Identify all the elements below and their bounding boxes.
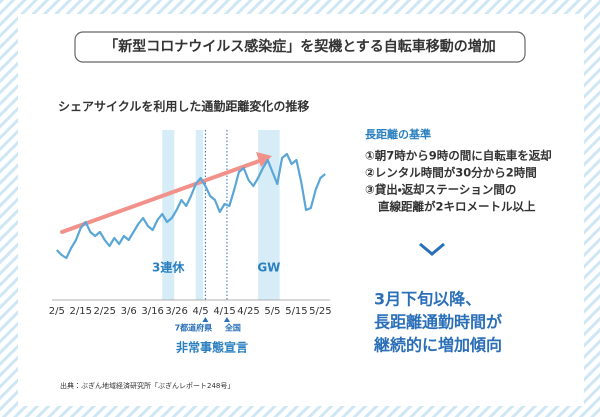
x-tick-label: 2/5 bbox=[49, 306, 65, 317]
x-tick-label: 5/5 bbox=[264, 306, 280, 317]
band bbox=[162, 130, 175, 300]
source: 出典：ぶぎん地域経済研究所「ぶぎんレポート248号」 bbox=[60, 381, 234, 390]
title: 「新型コロナウイルス感染症」を契機とする自転車移動の増加 bbox=[104, 38, 496, 55]
panel-heading: 長距離の基準 bbox=[365, 127, 431, 141]
event-label: 全国 bbox=[224, 323, 241, 333]
conclusion-line: 継続的に増加傾向 bbox=[373, 336, 502, 355]
x-tick-label: 4/25 bbox=[237, 306, 259, 317]
criteria-item: ①朝7時から9時の間に自転車を返却 bbox=[365, 149, 552, 163]
trend-arrow-head bbox=[256, 152, 272, 167]
band bbox=[195, 130, 203, 300]
x-tick-label: 3/6 bbox=[121, 306, 137, 317]
data-line bbox=[55, 152, 326, 260]
band-label: GW bbox=[257, 261, 280, 275]
trend-arrow bbox=[60, 158, 264, 234]
conclusion-line: 3月下旬以降、 bbox=[374, 290, 481, 309]
event-marker bbox=[202, 317, 209, 322]
event-marker bbox=[223, 317, 230, 322]
event-title: 非常事態宣言 bbox=[176, 340, 248, 355]
x-tick-label: 4/5 bbox=[193, 306, 209, 317]
x-tick-label: 3/16 bbox=[141, 306, 163, 317]
x-tick-label: 5/25 bbox=[309, 306, 331, 317]
chevron bbox=[419, 242, 445, 256]
event-label: 7都道府県 bbox=[175, 323, 213, 333]
x-tick-label: 3/26 bbox=[165, 306, 187, 317]
band-label: 3連休 bbox=[152, 260, 185, 275]
x-tick-label: 4/15 bbox=[213, 306, 235, 317]
band bbox=[258, 130, 280, 300]
chart-title: シェアサイクルを利用した通勤距離変化の推移 bbox=[58, 99, 309, 114]
criteria-item: ②レンタル時間が30分から2時間 bbox=[365, 166, 537, 180]
x-tick-label: 2/25 bbox=[93, 306, 115, 317]
criteria-item: ③貸出・返却ステーション間の bbox=[365, 183, 516, 197]
criteria-item: 直線距離が2キロメートル以上 bbox=[378, 200, 536, 214]
x-tick-label: 2/15 bbox=[70, 306, 92, 317]
criteria-list: ①朝7時から9時の間に自転車を返却 ②レンタル時間が30分から2時間 ③貸出・返却ス… bbox=[365, 149, 552, 214]
x-tick-label: 5/15 bbox=[285, 306, 307, 317]
title-box bbox=[74, 31, 526, 63]
conclusion-line: 長距離通勤時間が bbox=[374, 313, 502, 332]
card bbox=[18, 14, 584, 406]
